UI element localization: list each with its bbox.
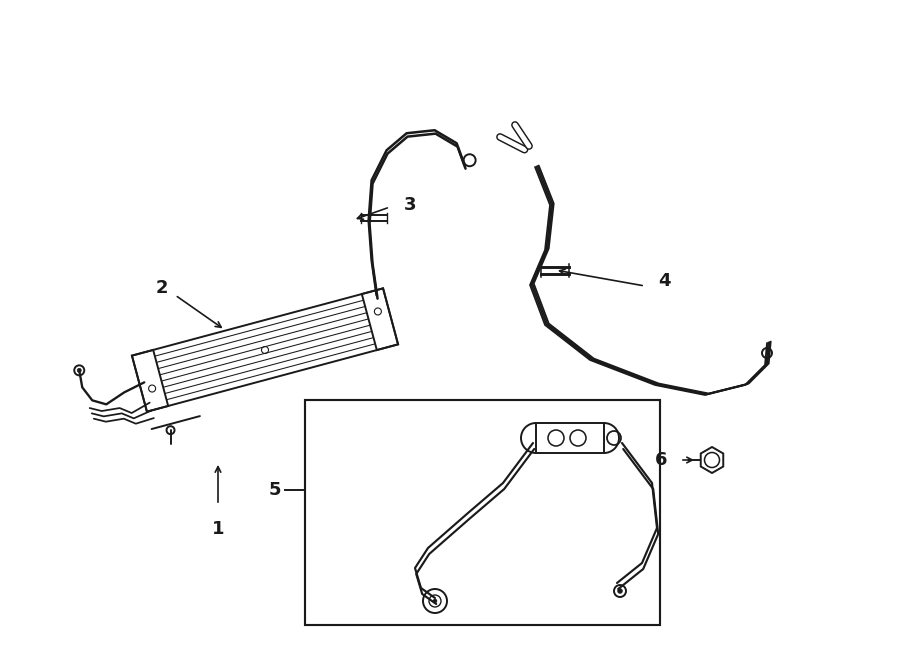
Circle shape: [617, 588, 623, 594]
Text: 1: 1: [212, 520, 224, 538]
Circle shape: [433, 599, 437, 603]
Text: 6: 6: [654, 451, 667, 469]
Text: 2: 2: [156, 279, 168, 297]
Circle shape: [77, 368, 81, 372]
Text: 3: 3: [404, 196, 417, 214]
Bar: [305, 400, 660, 625]
Text: 5: 5: [268, 481, 281, 499]
Text: 4: 4: [658, 272, 670, 290]
